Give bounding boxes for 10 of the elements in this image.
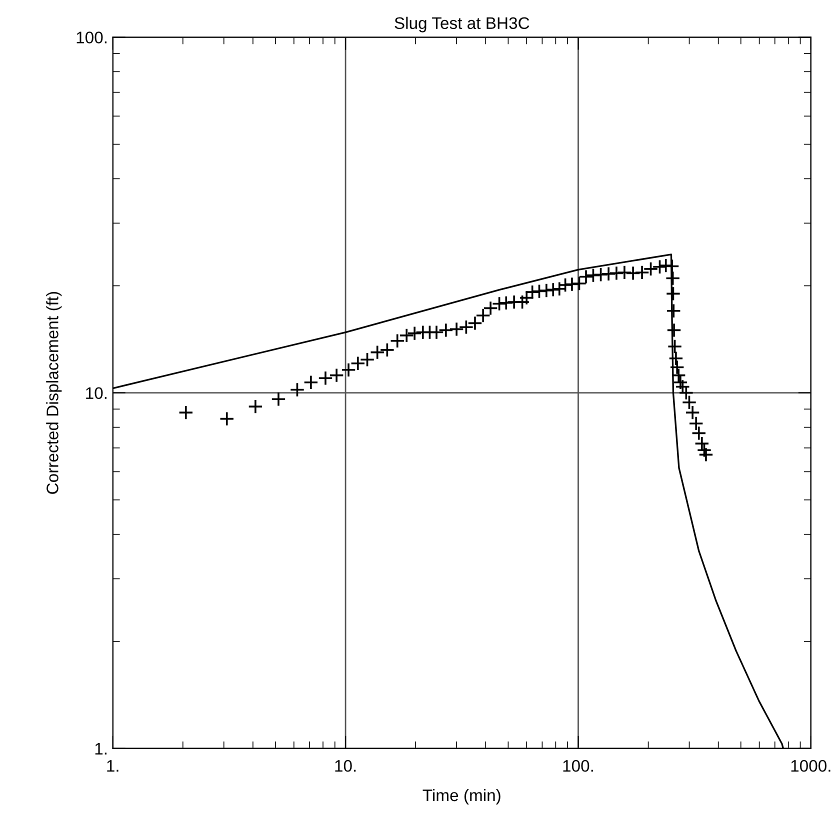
x-tick-label: 1. [107,760,118,772]
x-tick-label: 1000. [791,760,830,772]
y-axis-title: Corrected Displacement (ft) [46,292,62,494]
x-tick-label: 10. [335,760,356,772]
chart-title: Slug Test at BH3C [394,16,530,32]
x-tick-label: 100. [563,760,593,772]
y-tick-label: 100. [76,32,106,44]
y-tick-label: 10. [86,387,106,400]
y-tick-label: 1. [95,743,106,754]
x-axis-title: Time (min) [422,788,500,804]
